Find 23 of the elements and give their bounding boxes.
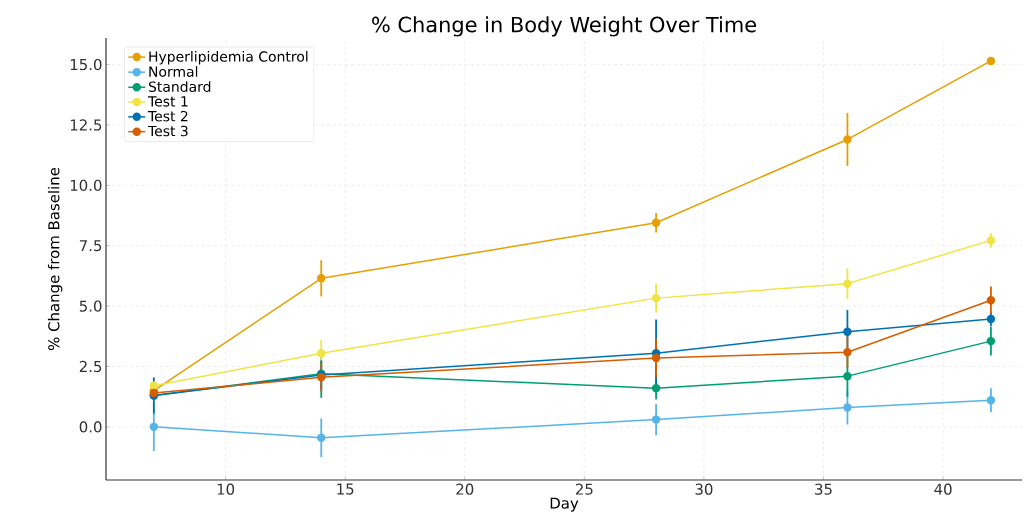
x-tick-label: 20 [456,483,474,495]
legend-label: Hyperlipidemia Control [149,51,308,65]
legend-label: Normal [149,66,198,77]
y-tick-label: 12.5 [70,119,102,131]
y-tick-label: 2.5 [79,360,102,373]
y-tick-label: 7.5 [79,240,102,252]
legend-label: Standard [148,81,211,92]
y-tick-label: 5.0 [79,300,102,312]
x-tick-label: 40 [934,483,952,495]
x-tick-label: 30 [695,483,713,495]
y-tick-label: 15.0 [70,58,102,71]
legend-label: Test 3 [147,125,188,137]
x-tick-label: 35 [815,483,832,495]
y-axis-title: % Change from Baseline [47,167,63,351]
legend-label: Test 2 [147,110,188,122]
x-tick-label: 10 [217,483,235,495]
x-axis-title: Day [550,497,579,512]
legend-label: Test 1 [147,96,188,107]
y-tick-label: 0.0 [79,421,102,433]
chart-title: % Change in Body Weight Over Time [372,16,757,37]
x-tick-label: 25 [575,483,593,495]
x-tick-label: 15 [337,483,354,495]
y-tick-label: 10.0 [70,179,102,191]
